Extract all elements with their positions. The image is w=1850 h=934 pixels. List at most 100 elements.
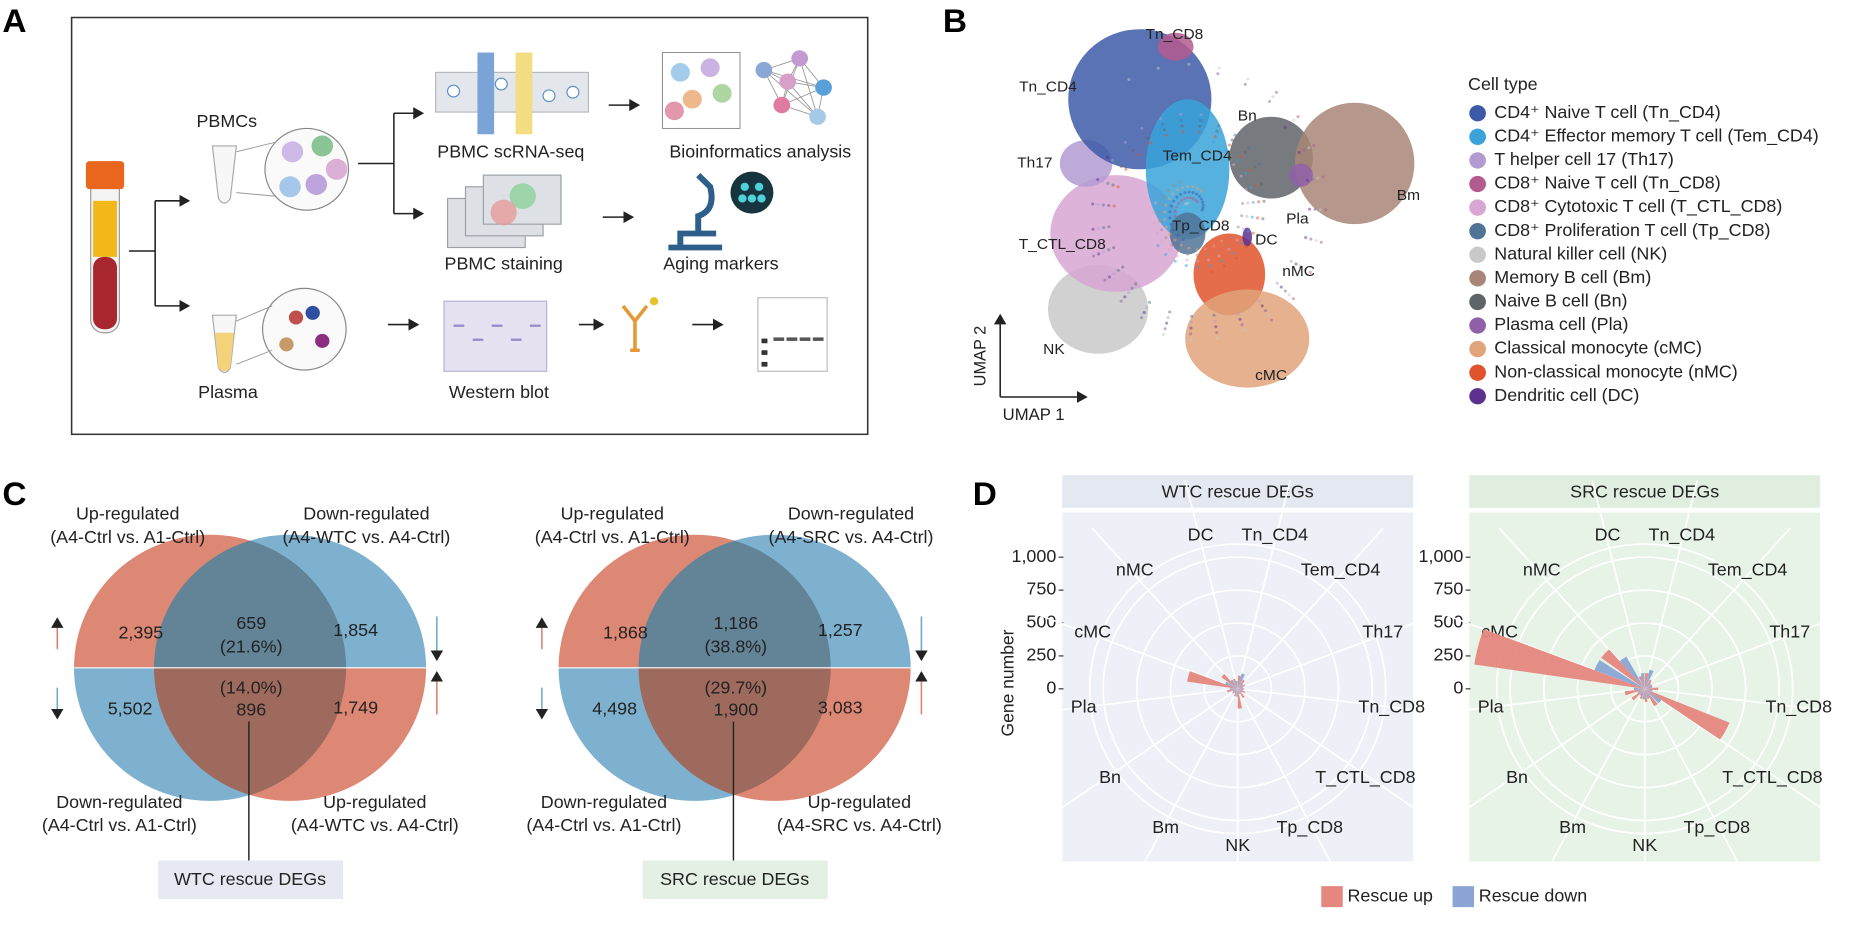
connector [763,69,818,118]
scatter-point [1188,338,1192,342]
label: T_CTL_CD8 [1019,236,1106,253]
scatter-point [1102,250,1106,254]
scatter-point [1199,197,1203,201]
gel-band [529,324,541,327]
legend-swatch [1469,246,1486,263]
scatter-point [1119,299,1123,303]
scatter-point [1267,99,1272,103]
scatter-point [1156,244,1160,248]
scatter-point [1184,202,1188,206]
label: Non-classical monocyte (nMC) [1494,361,1737,381]
scatter-point [1263,309,1267,313]
cluster-blob [664,101,684,121]
spoke [1644,611,1850,690]
y-tick-label: 500 [1026,612,1056,632]
label: Pla [1286,211,1309,228]
label: (14.0%) [220,678,283,698]
cluster-blob [682,89,702,109]
label: Up-regulated [561,504,664,524]
scatter-point [1308,207,1312,211]
label: Down-regulated [56,792,182,812]
scatter-point [1162,128,1166,132]
marker-cell [738,194,747,203]
polar-bar [1221,674,1238,689]
scatter-point [1161,332,1166,336]
y-tick-label: 750 [1433,579,1463,599]
scatter-point [1119,164,1123,168]
marker-cell [747,194,757,203]
legend-swatch [1452,886,1475,908]
polar-bar [1237,688,1245,699]
scatter-point [1159,117,1163,121]
scatter-point [1134,282,1138,286]
scatter-point [1246,201,1250,205]
scatter-point [1233,133,1237,137]
scatter-point [1181,135,1185,139]
scatter-point [1196,259,1200,263]
legend-swatch [1469,340,1486,358]
legend-swatch [1469,105,1486,122]
y-tick-label: 500 [1433,612,1463,632]
label: 1,854 [333,620,378,640]
cell [305,173,328,195]
scatter-point [1152,211,1156,215]
ladder [761,361,768,367]
scatter-point [1283,289,1287,293]
panel-header [1469,475,1821,508]
label: UMAP 1 [1003,405,1065,424]
scatter-point [1189,332,1193,336]
scatter-point [1292,118,1296,122]
scatter-point [1294,262,1298,266]
scatter-point [1241,227,1245,231]
label: DC [1255,232,1277,249]
polar-bar [1631,688,1645,701]
scatter-point [1173,214,1177,218]
scatter-point [1303,268,1308,272]
label: (A4-Ctrl vs. A1-Ctrl) [526,815,681,835]
category-label: Tn_CD8 [1765,697,1832,718]
scatter-point [1187,62,1191,66]
ladder [761,338,768,344]
network-node [815,79,832,96]
scatter-point [1236,225,1240,229]
spoke [1463,688,1646,812]
scatter-point [1257,299,1261,303]
scatter-point [1200,208,1204,212]
connector [236,305,273,322]
polar-bar [1601,649,1645,689]
spoke [1644,527,1791,690]
scatter-point [1165,321,1169,325]
scatter-point [1176,233,1180,237]
scatter-point [1259,182,1263,186]
scatter-point [1243,82,1247,86]
scatter-point [1163,327,1167,331]
scatter-point [1232,163,1236,167]
polar-bar [1225,681,1238,689]
scatter-point [1318,208,1322,212]
scatter-point [1182,197,1186,201]
scatter-point [1201,203,1205,207]
scatter-point [1190,314,1194,318]
droplet [494,77,508,91]
scatter-point [1254,184,1258,188]
scatter-point [1172,228,1176,232]
scatter-point [1240,214,1244,218]
scatter-point [1210,269,1214,273]
panel-box [70,16,869,436]
scatter-point [1169,204,1173,208]
scatter-point [1107,204,1111,208]
cell-cluster [1289,163,1313,187]
scatter-point [1168,216,1172,220]
scatter-point [1239,174,1243,178]
blot-band [773,337,785,341]
scatter-point [1124,167,1128,171]
connector [236,141,275,153]
polar-bar [1232,678,1238,689]
scatter-point [1289,259,1293,263]
label: Down-regulated [788,504,914,524]
scatter-point [1112,272,1116,276]
scatter-point [1173,238,1177,242]
scatter-point [1275,281,1279,285]
scatter-point [1163,210,1167,214]
